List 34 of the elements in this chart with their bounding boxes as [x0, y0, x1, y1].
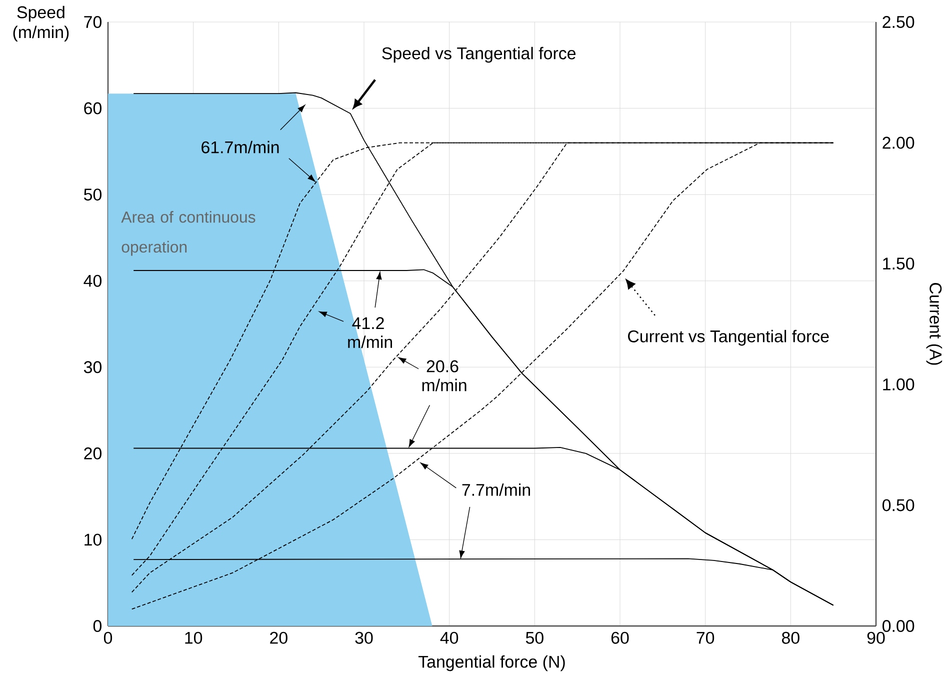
x-tick-label: 30 [355, 632, 373, 644]
x-tick-label: 80 [782, 632, 800, 644]
y-tick-label: 20 [84, 447, 102, 460]
y2-tick-label: 1.50 [883, 258, 914, 270]
annotation: 61.7m/min [202, 140, 279, 154]
y-tick-label: 0 [93, 620, 102, 632]
y2-tick-label: 0.50 [882, 499, 914, 512]
y-axis-title: Speed (m/min) [13, 6, 69, 42]
x-axis-title: Tangential force (N) [418, 655, 565, 672]
y-tick-label: 10 [84, 534, 102, 546]
y2-tick-label: 2.00 [882, 136, 914, 149]
y-tick-label: 50 [84, 188, 102, 201]
y-tick-label: 30 [84, 361, 102, 374]
annotation: Current vs Tangential force [628, 330, 829, 346]
x-tick-label: 10 [185, 632, 202, 644]
x-tick-label: 50 [526, 632, 544, 644]
y-tick-label: 60 [84, 102, 102, 114]
annotation: 41.2 m/min [348, 317, 392, 348]
annotation: Speed vs Tangential force [382, 46, 576, 63]
y-tick-label: 40 [84, 274, 102, 287]
y2-axis-title: Current (A) [926, 282, 942, 365]
y2-tick-label: 1.00 [883, 378, 914, 390]
x-tick-label: 20 [270, 632, 288, 644]
y2-tick-label: 0.00 [882, 620, 914, 632]
y-tick-label: 70 [84, 16, 102, 28]
annotation: Area of continuous operation [121, 211, 256, 256]
x-tick-label: 70 [696, 632, 714, 644]
y2-tick-label: 2.50 [882, 16, 914, 28]
annotation: 20.6 m/min [422, 360, 466, 392]
x-tick-label: 40 [440, 632, 458, 644]
annotation: 7.7m/min [462, 483, 530, 496]
x-tick-label: 90 [867, 632, 885, 644]
x-tick-label: 0 [104, 632, 112, 644]
x-tick-label: 60 [611, 632, 629, 644]
